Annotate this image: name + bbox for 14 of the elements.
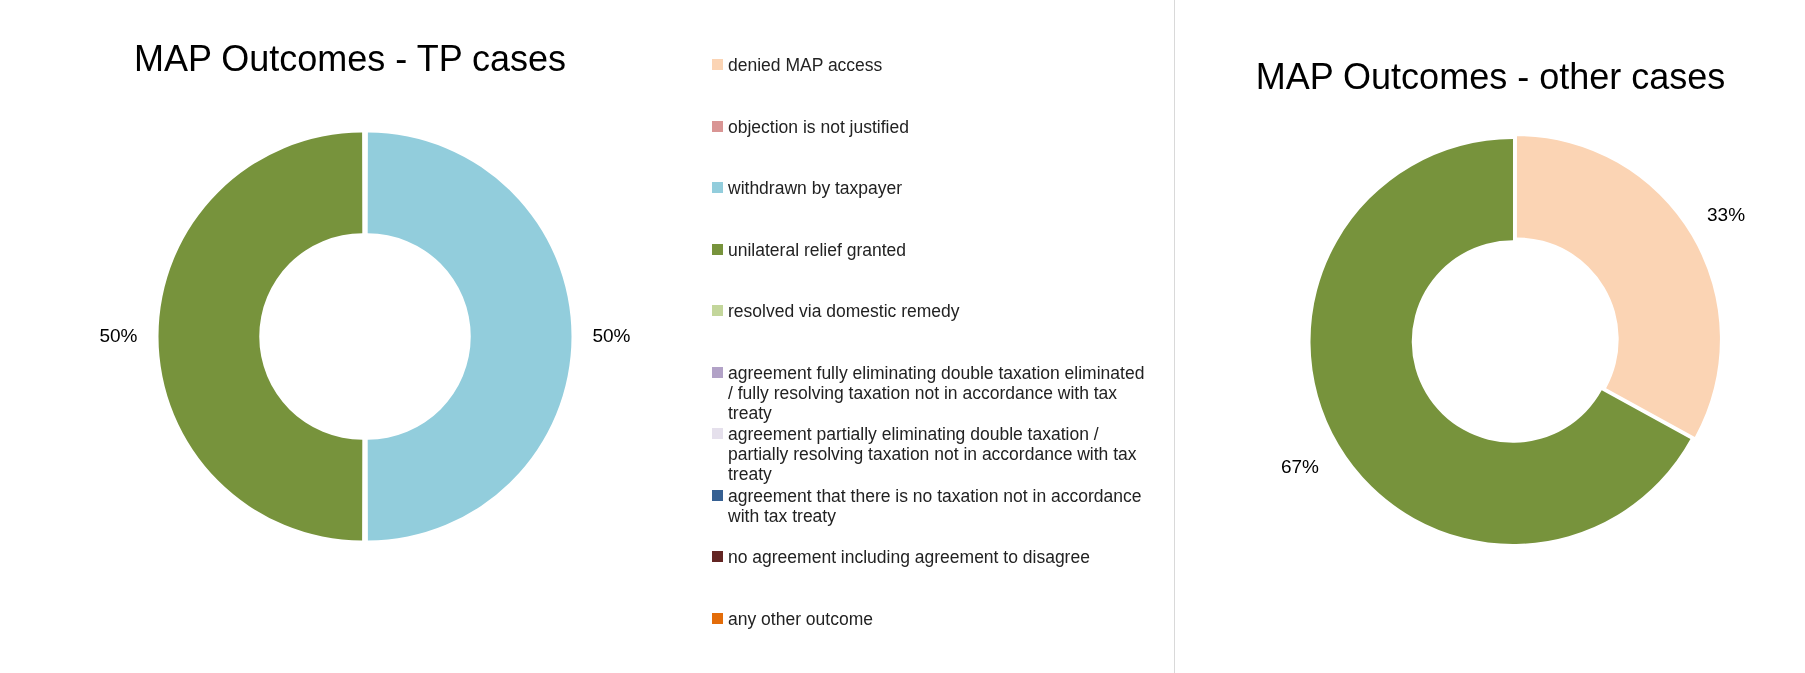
legend-label: withdrawn by taxpayer [728,178,903,198]
legend-label: resolved via domestic remedy [728,301,960,321]
legend-label: denied MAP access [728,55,883,75]
legend-label: no agreement including agreement to disagree [728,547,1090,567]
legend-label: any other outcome [728,608,873,629]
data-label: 33% [1707,203,1746,225]
chart-title: MAP Outcomes - TP cases [132,38,568,80]
legend-label: unilateral relief granted [728,239,907,260]
legend-label: objection is not justified [728,116,909,137]
data-label: 67% [1280,455,1320,477]
legend-label: agreement that there is no taxation not in accordance with tax treaty [728,485,1143,526]
data-label: 50% [592,324,631,346]
data-label: 50% [99,324,138,346]
chart-title: MAP Outcomes - other cases [1254,56,1727,98]
